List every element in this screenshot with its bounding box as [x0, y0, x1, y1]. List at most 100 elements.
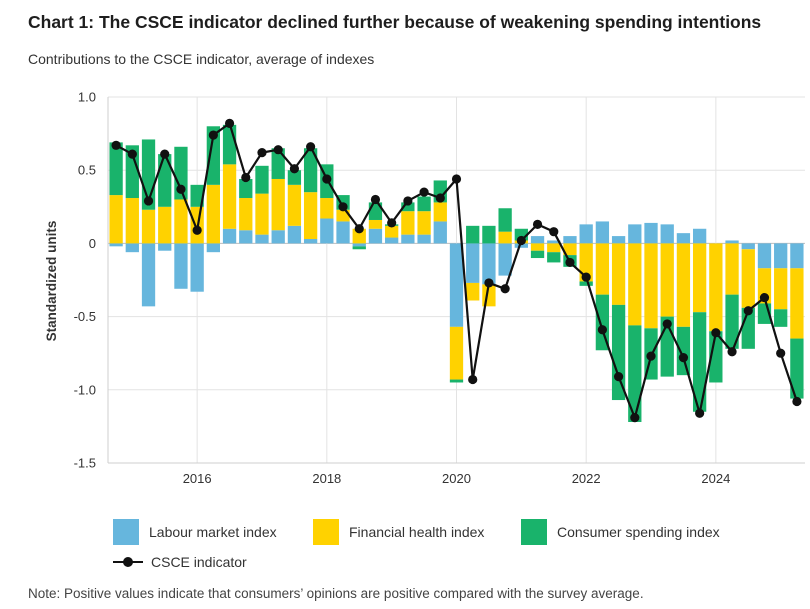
csce-indicator-point [597, 325, 607, 335]
bar-financial [320, 198, 334, 219]
bar-labour [303, 239, 318, 244]
bar-financial [417, 211, 431, 235]
bar-financial [692, 243, 707, 313]
legend-label-financial: Financial health index [349, 524, 485, 540]
csce-indicator-point [354, 224, 364, 234]
csce-indicator-point [613, 372, 624, 382]
x-tick-label: 2016 [183, 471, 212, 486]
bar-labour [287, 225, 302, 244]
bar-financial [271, 178, 285, 231]
bar-spending [417, 196, 431, 212]
bar-labour [611, 236, 626, 244]
csce-indicator-point [143, 196, 154, 206]
bar-financial [547, 243, 561, 253]
bar-labour [449, 243, 464, 327]
csce-indicator-point [435, 193, 445, 203]
bar-labour [174, 243, 188, 289]
bar-spending [530, 250, 545, 259]
csce-indicator-point [516, 235, 526, 246]
bar-labour [206, 243, 220, 253]
bar-labour [109, 243, 123, 247]
bar-financial [644, 243, 658, 329]
bar-labour [352, 243, 366, 247]
bar-spending [482, 225, 496, 244]
bar-financial [774, 268, 788, 310]
csce-indicator-point [419, 187, 429, 197]
bar-spending [222, 124, 237, 165]
bar-financial [368, 219, 383, 229]
bar-labour [222, 228, 237, 244]
csce-indicator-point [776, 348, 786, 358]
bar-labour [125, 243, 139, 253]
bar-labour [725, 240, 739, 244]
bar-labour [368, 228, 383, 244]
bar-labour [660, 224, 674, 244]
bar-financial [385, 225, 399, 238]
x-tick-label: 2020 [442, 471, 471, 486]
bar-spending [401, 202, 415, 212]
legend-item-financial: Financial health index [313, 519, 484, 545]
bar-financial [709, 243, 723, 332]
csce-indicator-point [160, 149, 170, 159]
chart-title: Chart 1: The CSCE indicator declined fur… [28, 12, 762, 32]
bar-spending [628, 325, 642, 422]
y-axis-label: Standardized units [44, 221, 59, 342]
bar-labour [498, 243, 512, 276]
bar-financial [239, 198, 253, 231]
bar-labour [466, 243, 480, 283]
bar-labour [530, 236, 545, 244]
bar-spending [190, 184, 204, 207]
bar-labour [757, 243, 772, 269]
csce-indicator-point [695, 408, 705, 418]
bar-spending [125, 145, 139, 199]
csce-indicator-point [468, 374, 478, 385]
bar-spending [158, 154, 172, 207]
csce-indicator-point [630, 413, 640, 423]
csce-indicator-point [273, 145, 283, 155]
bar-labour [628, 224, 642, 244]
bar-financial [352, 228, 366, 244]
bar-spending [303, 148, 318, 193]
bar-labour [158, 243, 172, 251]
csce-indicator-point [322, 174, 332, 184]
bar-spending [514, 228, 528, 241]
bar-financial [222, 164, 237, 229]
bar-spending [239, 178, 253, 199]
csce-indicator-point [500, 284, 510, 294]
csce-line [111, 118, 802, 423]
csce-indicator-point [565, 257, 575, 268]
bar-financial [303, 192, 318, 240]
bar-financial [125, 198, 139, 244]
bar-spending [579, 281, 593, 286]
bar-financial [255, 193, 269, 235]
legend-item-labour: Labour market index [113, 519, 277, 545]
bar-spending [466, 225, 480, 244]
bar-labour [644, 222, 658, 244]
bar-spending [790, 338, 804, 399]
bar-financial [790, 268, 804, 339]
bar-spending [692, 312, 707, 412]
bar-labour [417, 234, 431, 244]
csce-indicator-point [792, 396, 802, 407]
bar-financial [628, 243, 642, 326]
bar-labour [676, 233, 691, 244]
bar-labour [271, 230, 285, 244]
bar-spending [206, 126, 220, 185]
legend-swatch-spending [521, 519, 547, 545]
bar-financial [611, 243, 626, 305]
bar-financial [676, 243, 691, 327]
bar-financial [498, 231, 512, 244]
csce-indicator-point [208, 130, 218, 140]
bar-financial [401, 211, 415, 235]
csce-indicator-point [241, 172, 251, 183]
bar-financial [563, 243, 577, 256]
x-tick-label: 2022 [572, 471, 601, 486]
csce-indicator-point [581, 272, 591, 282]
csce-indicator-point [127, 149, 137, 159]
bar-labour [141, 243, 156, 307]
bar-financial [433, 202, 447, 222]
legend-line-icon [113, 556, 143, 568]
bar-spending [498, 208, 512, 232]
bar-labour [190, 243, 204, 292]
